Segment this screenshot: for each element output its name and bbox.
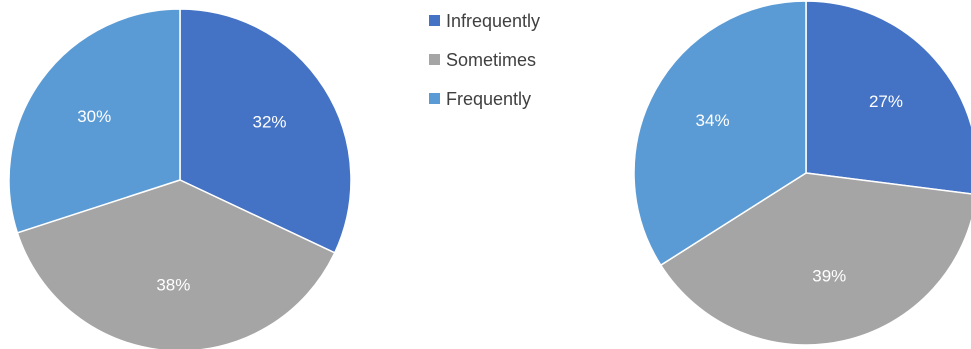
legend-label-infrequently: Infrequently: [446, 11, 540, 31]
legend-label-frequently: Frequently: [446, 89, 531, 109]
legend-swatch-infrequently: [429, 15, 440, 26]
legend-swatch-sometimes: [429, 54, 440, 65]
pie-left-slice-frequently: [8, 8, 181, 234]
chart-legend: Infrequently Sometimes Frequently: [429, 11, 540, 109]
legend-item-infrequently: Infrequently: [429, 11, 540, 31]
legend-item-frequently: Frequently: [429, 89, 531, 109]
pie-right-label-frequently: 34%: [696, 111, 730, 130]
pie-chart-left: 32% 38% 30%: [8, 8, 352, 349]
pie-right-label-infrequently: 27%: [869, 92, 903, 111]
legend-swatch-frequently: [429, 93, 440, 104]
pie-left-label-sometimes: 38%: [156, 275, 190, 294]
pie-left-slice-sometimes: [16, 179, 336, 349]
pie-right-slice-frequently: [633, 0, 807, 267]
pie-left-slice-infrequently: [179, 8, 352, 254]
pie-right-slice-infrequently: [805, 0, 971, 195]
legend-label-sometimes: Sometimes: [446, 50, 536, 70]
pie-chart-right: 27% 39% 34%: [633, 0, 971, 346]
pie-left-label-infrequently: 32%: [253, 113, 287, 132]
pie-left-label-frequently: 30%: [77, 107, 111, 126]
pie-right-label-sometimes: 39%: [812, 267, 846, 286]
legend-item-sometimes: Sometimes: [429, 50, 536, 70]
